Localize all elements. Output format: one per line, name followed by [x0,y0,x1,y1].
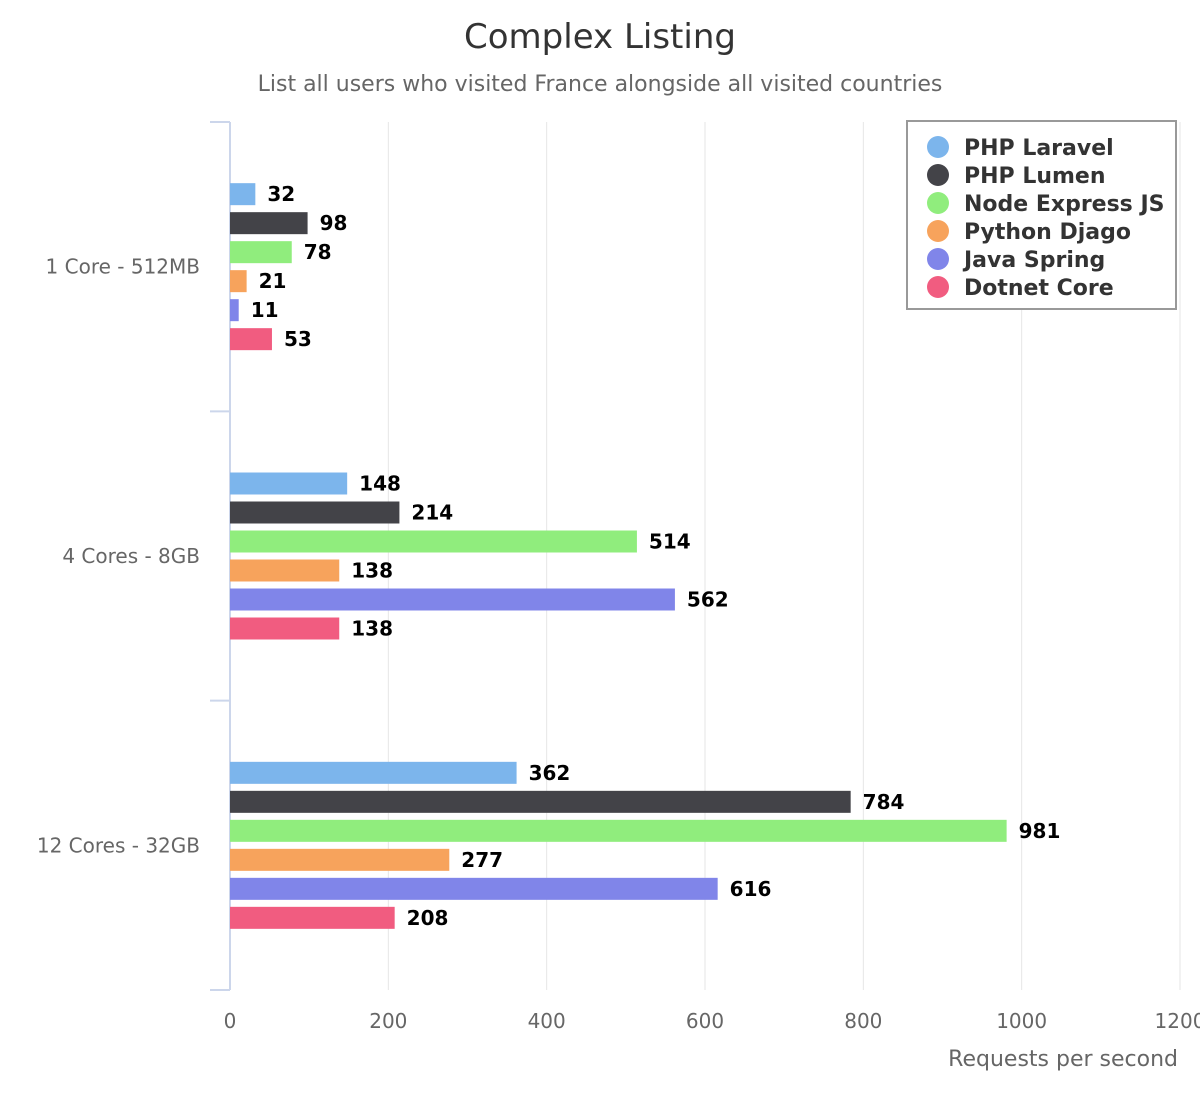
x-axis-title: Requests per second [948,1047,1178,1072]
legend-label: Java Spring [962,248,1105,273]
bar [230,183,256,206]
data-label: 562 [687,588,729,612]
chart-subtitle: List all users who visited France alongs… [258,72,943,97]
legend-label: Python Djago [964,220,1131,245]
data-label: 11 [251,298,279,322]
data-label: 32 [267,182,295,206]
bar [230,877,718,900]
bar [230,906,395,929]
legend-box [906,120,1177,310]
x-tick-label: 0 [224,1009,237,1033]
legend-marker [927,220,949,242]
bar [230,472,348,495]
category-axis: 1 Core - 512MB 4 Cores - 8GB 12 Cores - 32… [37,121,231,991]
bar [230,501,400,524]
category-label: 4 Cores - 8GB [62,544,200,568]
data-label: 616 [730,877,772,901]
bar [230,328,272,351]
x-tick-label: 800 [844,1009,882,1033]
data-label: 208 [407,906,449,930]
bar [230,241,292,264]
data-label: 98 [320,211,348,235]
x-tick-label: 1200 [1155,1009,1200,1033]
data-label: 981 [1019,819,1061,843]
bar [230,790,851,813]
legend-marker [927,248,949,270]
data-label: 21 [259,269,287,293]
bar [230,819,1007,842]
bar [230,212,308,235]
bar [230,617,340,640]
category-label: 1 Core - 512MB [46,255,200,279]
legend-label: PHP Laravel [964,136,1114,161]
data-label: 362 [529,761,571,785]
data-label: 514 [649,530,691,554]
bar [230,299,239,322]
x-tick-label: 400 [528,1009,566,1033]
bar [230,761,517,784]
data-labels: 32 148 362 98 214 784 78 514 981 21 138 277 11 562 616… [251,182,1061,930]
gridlines: 0 200 400 600 800 1000 1200 [224,122,1200,1033]
category-label: 12 Cores - 32GB [37,833,200,857]
bar [230,848,450,871]
x-tick-label: 600 [686,1009,724,1033]
legend-label: PHP Lumen [964,164,1106,189]
data-label: 53 [284,327,312,351]
legend: PHP Laravel PHP Lumen Node Express JS Pytho… [906,120,1177,310]
legend-marker [927,192,949,214]
bar [230,270,247,293]
data-label: 148 [359,472,401,496]
bar [230,530,637,553]
bar [230,588,675,611]
legend-label: Dotnet Core [964,276,1114,301]
x-tick-label: 200 [369,1009,407,1033]
data-label: 138 [351,617,393,641]
data-label: 138 [351,559,393,583]
bars [230,183,1007,929]
bar [230,559,340,582]
data-label: 78 [304,240,332,264]
data-label: 277 [461,848,503,872]
x-tick-label: 1000 [996,1009,1047,1033]
chart-title: Complex Listing [464,17,736,57]
legend-label: Node Express JS [964,192,1164,217]
legend-marker [927,164,949,186]
legend-marker [927,276,949,298]
data-label: 784 [863,790,905,814]
legend-marker [927,136,949,158]
data-label: 214 [411,501,453,525]
